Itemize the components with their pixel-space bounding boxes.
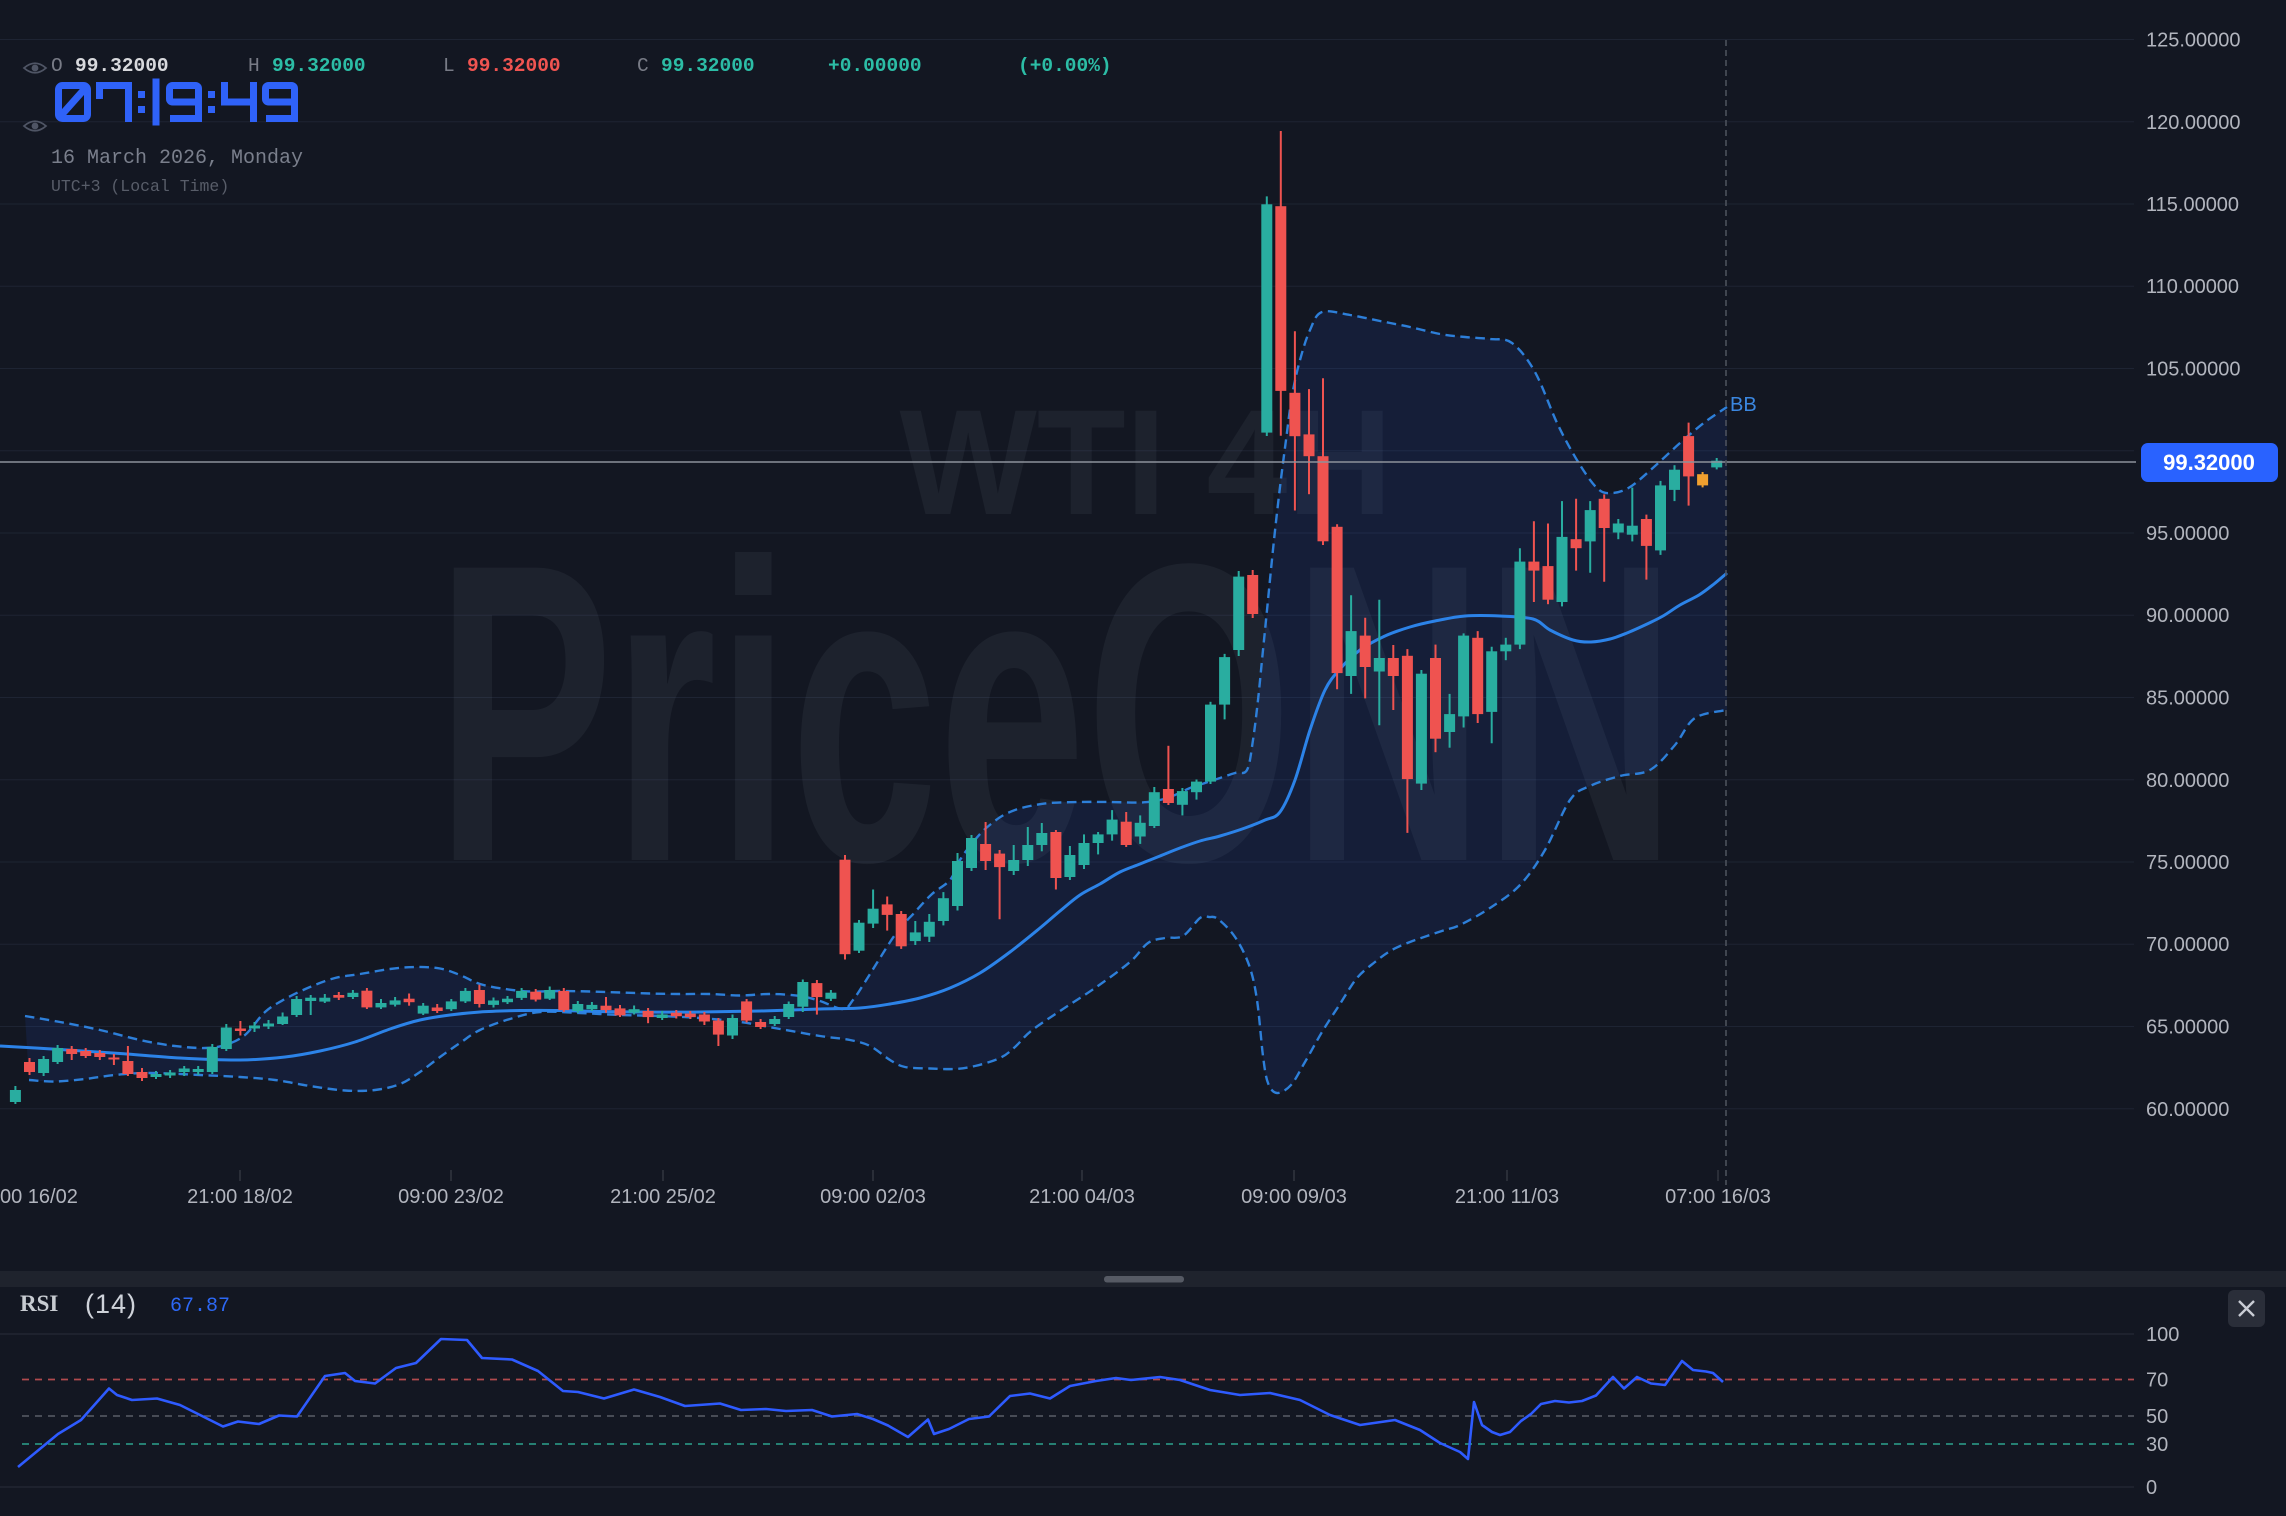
svg-text:75.00000: 75.00000: [2146, 852, 2229, 874]
svg-text:100: 100: [2146, 1324, 2179, 1346]
svg-text:90.00000: 90.00000: [2146, 605, 2229, 627]
svg-text:99.32000: 99.32000: [2163, 450, 2255, 475]
svg-text:50: 50: [2146, 1406, 2168, 1428]
svg-text:H: H: [248, 55, 260, 77]
svg-text:21:00 11/03: 21:00 11/03: [1455, 1186, 1559, 1208]
svg-text:65.00000: 65.00000: [2146, 1017, 2229, 1039]
svg-text:99.32000: 99.32000: [661, 55, 755, 77]
svg-text:0: 0: [2146, 1477, 2157, 1499]
svg-text:RSI: RSI: [20, 1291, 58, 1316]
svg-text:C: C: [637, 55, 649, 77]
svg-text:BB: BB: [1730, 394, 1757, 416]
svg-text:85.00000: 85.00000: [2146, 688, 2229, 710]
svg-text:30: 30: [2146, 1434, 2168, 1456]
svg-text:115.00000: 115.00000: [2146, 194, 2239, 216]
svg-text:67.87: 67.87: [170, 1295, 230, 1318]
svg-text:125.00000: 125.00000: [2146, 30, 2241, 52]
svg-text:70: 70: [2146, 1370, 2168, 1392]
svg-text:99.32000: 99.32000: [467, 55, 561, 77]
svg-text:07:00 16/03: 07:00 16/03: [1665, 1186, 1771, 1208]
svg-text:L: L: [443, 55, 455, 77]
svg-text:00 16/02: 00 16/02: [0, 1186, 78, 1208]
svg-text:60.00000: 60.00000: [2146, 1099, 2229, 1121]
svg-text:95.00000: 95.00000: [2146, 523, 2229, 545]
svg-text:105.00000: 105.00000: [2146, 359, 2241, 381]
svg-text:80.00000: 80.00000: [2146, 770, 2229, 792]
svg-text:O: O: [51, 55, 63, 77]
svg-text:09:00 23/02: 09:00 23/02: [398, 1186, 504, 1208]
svg-text:09:00 09/03: 09:00 09/03: [1241, 1186, 1347, 1208]
svg-text:99.32000: 99.32000: [75, 55, 169, 77]
svg-text:09:00 02/03: 09:00 02/03: [820, 1186, 926, 1208]
svg-text:(+0.00%): (+0.00%): [1018, 55, 1112, 77]
svg-text:(14): (14): [85, 1289, 137, 1319]
svg-text:+0.00000: +0.00000: [828, 55, 922, 77]
svg-text:99.32000: 99.32000: [272, 55, 366, 77]
svg-text:21:00 18/02: 21:00 18/02: [187, 1186, 293, 1208]
svg-text:21:00 04/03: 21:00 04/03: [1029, 1186, 1135, 1208]
svg-text:16 March 2026, Monday: 16 March 2026, Monday: [51, 147, 303, 170]
svg-text:UTC+3 (Local Time): UTC+3 (Local Time): [51, 177, 229, 196]
svg-text:110.00000: 110.00000: [2146, 276, 2239, 298]
svg-text:70.00000: 70.00000: [2146, 934, 2229, 956]
svg-text:120.00000: 120.00000: [2146, 112, 2241, 134]
svg-text:21:00 25/02: 21:00 25/02: [610, 1186, 716, 1208]
